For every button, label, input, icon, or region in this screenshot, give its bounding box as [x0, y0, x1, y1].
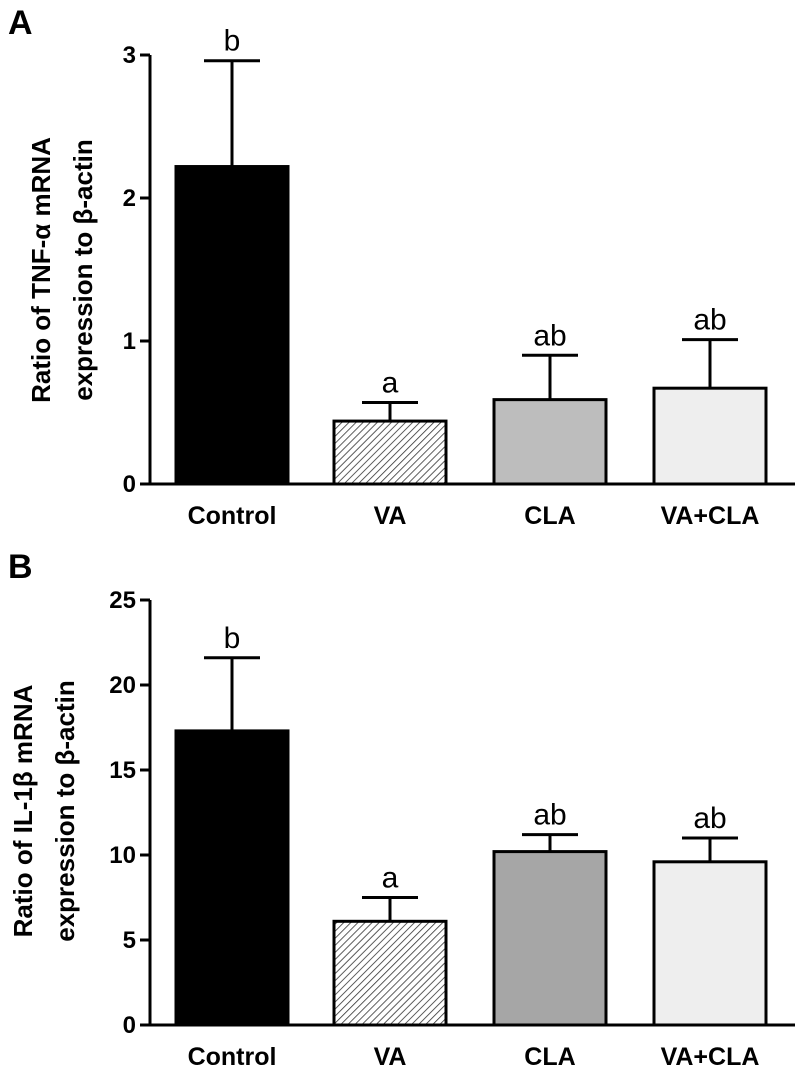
panel-b-category-label: Control	[188, 1043, 277, 1071]
panel-a-y-tick-label: 2	[123, 185, 136, 212]
panel-b-category-label: VA+CLA	[661, 1043, 760, 1071]
panel-b-bar-va-plus-cla	[652, 860, 768, 1027]
panel-b-significance-label: b	[224, 622, 241, 655]
panel-a-significance-label: b	[224, 25, 241, 58]
panel-a-ylabel-line1: Ratio of TNF-α mRNA	[26, 137, 56, 403]
panel-a-bar-cla	[492, 398, 608, 486]
panel-b-bar-control	[174, 729, 290, 1027]
panel-b-y-tick-label: 10	[109, 842, 136, 869]
panel-a-category-label: Control	[188, 502, 277, 530]
panel-a-significance-label: ab	[533, 319, 566, 352]
panel-b-letter: B	[8, 548, 33, 586]
panel-a-ylabel-line2: expression to β-actin	[68, 139, 98, 401]
panel-b-y-tick-label: 25	[109, 587, 136, 614]
panel-a-plot: 0 1 2 3 b Control a VA ab CLA ab VA+CLA	[123, 25, 795, 530]
panel-b-ylabel-line2: expression to β-actin	[50, 680, 80, 942]
panel-a-bar-va	[332, 419, 448, 486]
panel-b-y-tick-label: 15	[109, 757, 136, 784]
panel-b-y-tick-label: 5	[123, 927, 136, 954]
panel-a-bar-va-plus-cla	[652, 386, 768, 486]
panel-a-y-tick-label: 3	[123, 42, 136, 69]
panel-b-bar-va	[332, 919, 448, 1027]
panel-a-category-label: VA+CLA	[661, 502, 760, 530]
panel-a-significance-label: a	[382, 366, 399, 399]
panel-a-letter: A	[8, 4, 33, 42]
panel-a-category-label: VA	[374, 502, 407, 530]
panel-b-y-tick-label: 0	[123, 1012, 136, 1039]
panel-a-category-label: CLA	[524, 502, 575, 530]
panel-a-bar-control	[174, 165, 290, 486]
panel-b-bar-cla	[492, 850, 608, 1027]
panel-a: A Ratio of TNF-α mRNA expression to β-ac…	[8, 4, 795, 530]
panel-b-significance-label: ab	[693, 802, 726, 835]
panel-b-y-tick-label: 20	[109, 672, 136, 699]
panel-a-y-tick-label: 1	[123, 328, 136, 355]
panel-b-category-label: CLA	[524, 1043, 575, 1071]
panel-b-category-label: VA	[374, 1043, 407, 1071]
panel-b-ylabel-line1: Ratio of IL-1β mRNA	[8, 684, 38, 937]
panel-b-plot: 0 5 10 15 20 25 b Control a VA ab CLA ab VA+CLA	[109, 587, 795, 1071]
panel-b-significance-label: ab	[533, 799, 566, 832]
panel-b-significance-label: a	[382, 862, 399, 895]
panel-b: B Ratio of IL-1β mRNA expression to β-ac…	[8, 548, 795, 1071]
panel-a-significance-label: ab	[693, 304, 726, 337]
panel-a-y-tick-label: 0	[123, 471, 136, 498]
